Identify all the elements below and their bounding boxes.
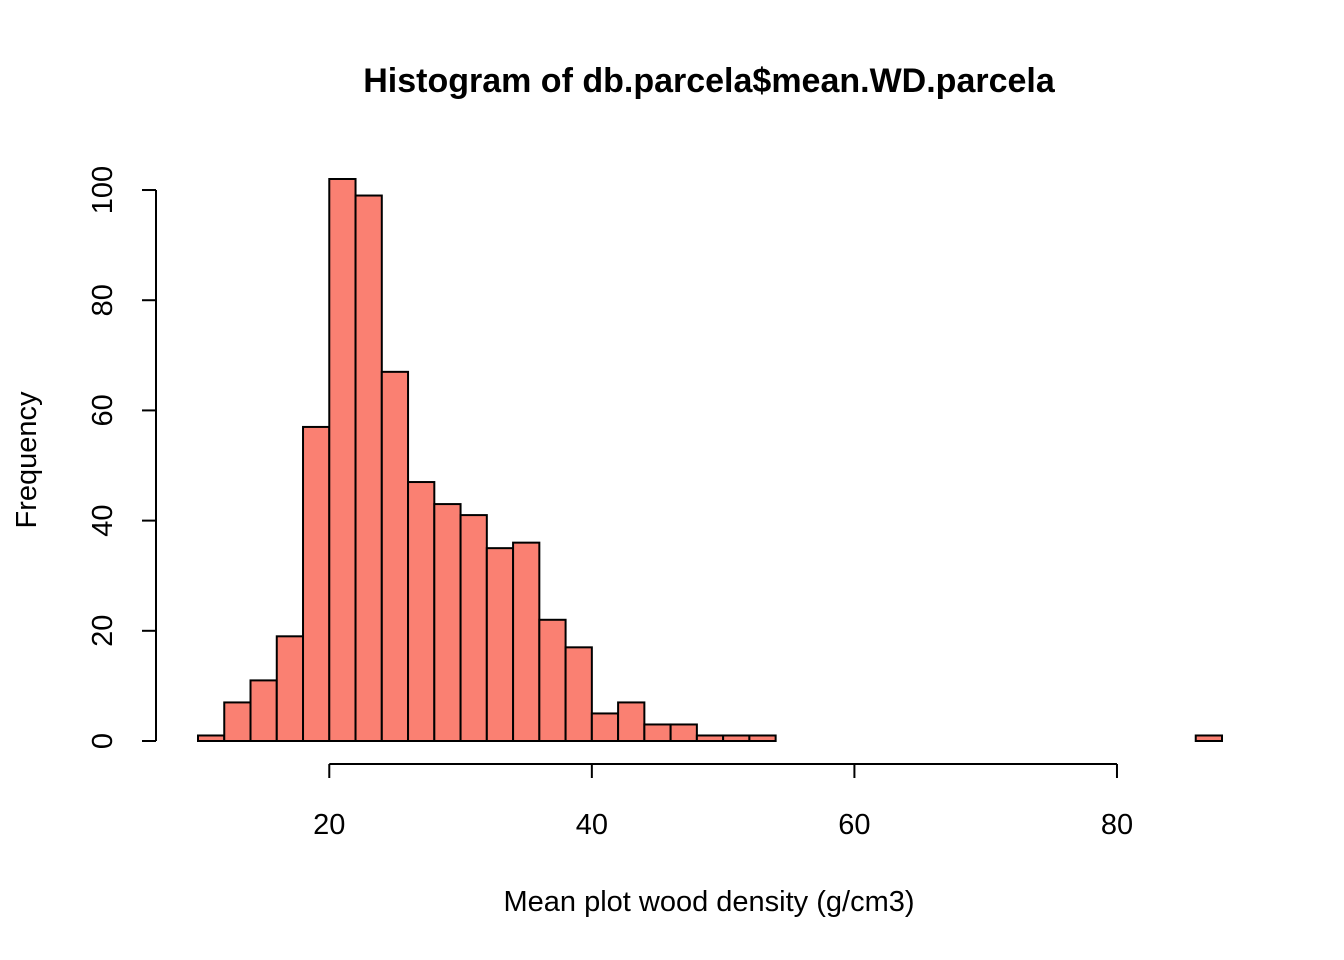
y-tick-label: 60: [87, 394, 119, 426]
histogram-bar: [669, 723, 698, 742]
histogram-bar: [197, 734, 226, 742]
histogram-bar: [302, 425, 331, 742]
histogram-bar: [328, 178, 357, 742]
histogram-bar: [564, 646, 593, 742]
chart-title: Histogram of db.parcela$mean.WD.parcela: [363, 62, 1056, 100]
histogram-bar: [643, 723, 672, 742]
y-tick-label: 80: [87, 284, 119, 316]
histogram-bar: [249, 679, 278, 742]
histogram-bar: [433, 503, 462, 742]
y-axis-label: Frequency: [11, 391, 43, 529]
histogram-bar: [459, 514, 488, 742]
bars-group: [197, 178, 1223, 743]
y-tick-label: 0: [87, 733, 119, 749]
histogram-bar: [590, 712, 620, 743]
y-axis: 0 20 40 60 80 100: [87, 166, 157, 749]
histogram-bar: [275, 635, 305, 742]
x-tick-label: 20: [313, 809, 345, 841]
histogram-bar: [748, 734, 777, 742]
histogram-bar: [617, 701, 646, 743]
y-tick-label: 20: [87, 615, 119, 647]
x-tick-label: 40: [576, 809, 608, 841]
histogram-bar: [722, 734, 751, 742]
histogram-bar: [407, 481, 436, 742]
histogram-bar: [695, 734, 725, 742]
x-axis: 20 40 60 80: [313, 763, 1133, 841]
x-tick-label: 60: [838, 809, 870, 841]
y-tick-label: 100: [87, 166, 119, 214]
histogram-bar: [538, 618, 567, 742]
histogram-bar: [485, 547, 515, 742]
histogram-bar: [380, 370, 410, 742]
histogram-bar: [512, 541, 541, 742]
x-tick-label: 80: [1101, 809, 1133, 841]
histogram-bar: [354, 194, 383, 742]
histogram-bar: [1194, 734, 1223, 742]
y-tick-label: 40: [87, 504, 119, 536]
x-axis-label: Mean plot wood density (g/cm3): [503, 886, 914, 918]
histogram-bar: [223, 701, 252, 743]
